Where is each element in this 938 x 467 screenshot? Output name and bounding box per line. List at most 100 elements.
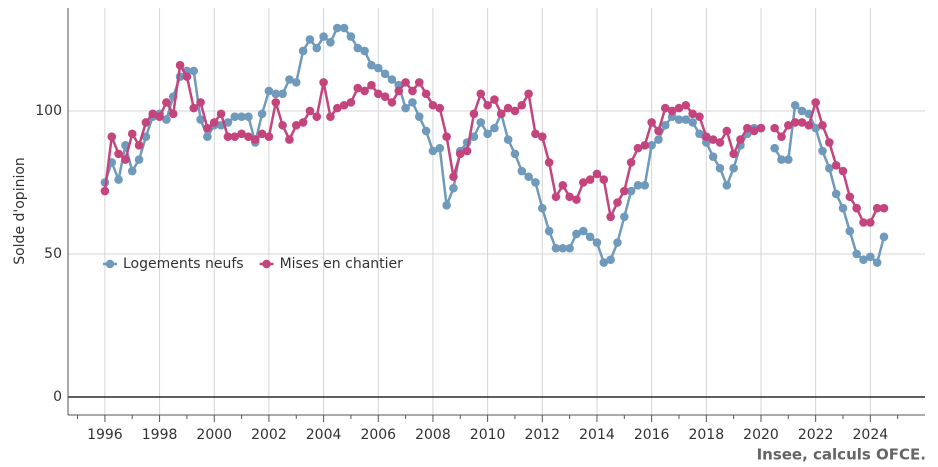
point — [633, 143, 643, 153]
point — [565, 243, 574, 253]
point — [599, 258, 609, 267]
x-tick-label: 2018 — [688, 427, 724, 443]
point — [346, 98, 356, 107]
point — [606, 212, 615, 222]
point — [162, 98, 171, 107]
point — [435, 103, 445, 113]
point — [790, 118, 800, 127]
point — [661, 103, 670, 113]
point — [544, 226, 554, 236]
point — [490, 123, 499, 133]
point — [285, 135, 294, 144]
point — [838, 166, 848, 176]
point — [619, 212, 629, 222]
point — [312, 43, 322, 53]
y-axis-label: Solde d'opinion — [12, 157, 28, 265]
point — [825, 163, 834, 173]
point — [244, 112, 253, 121]
point — [695, 112, 704, 121]
point — [414, 78, 424, 87]
point — [743, 123, 752, 133]
point — [209, 118, 219, 127]
point — [852, 249, 861, 259]
point — [626, 186, 636, 196]
point — [510, 149, 520, 159]
point — [531, 129, 540, 139]
point — [777, 132, 786, 142]
point — [838, 203, 848, 213]
point — [517, 100, 527, 110]
point — [127, 129, 137, 139]
point — [428, 100, 438, 110]
point — [551, 243, 561, 253]
point — [435, 143, 445, 153]
point — [661, 120, 670, 130]
point — [285, 75, 294, 84]
point — [455, 149, 465, 159]
point — [373, 63, 383, 73]
y-tick-label: 0 — [53, 389, 62, 405]
point — [380, 92, 390, 101]
point — [811, 123, 820, 133]
x-tick-label: 2012 — [524, 427, 560, 443]
point — [654, 135, 663, 144]
x-tick-label: 2002 — [251, 427, 287, 443]
legend-swatch — [262, 259, 271, 269]
point — [626, 158, 636, 167]
series-line — [103, 26, 886, 265]
point — [291, 78, 301, 87]
point — [818, 146, 827, 156]
point — [278, 89, 287, 99]
point — [613, 198, 622, 207]
point — [414, 112, 424, 121]
point — [531, 178, 540, 187]
point — [688, 109, 697, 119]
point — [606, 255, 615, 264]
point — [373, 89, 383, 99]
point — [360, 46, 369, 56]
point — [114, 175, 123, 184]
point — [428, 146, 438, 156]
point — [831, 189, 841, 199]
point — [107, 132, 117, 142]
point — [182, 72, 192, 81]
point — [134, 155, 144, 164]
x-tick-label: 2014 — [579, 427, 615, 443]
point — [825, 138, 834, 147]
point — [312, 112, 322, 121]
point — [722, 181, 732, 190]
point — [599, 175, 609, 184]
point — [332, 103, 342, 113]
point — [790, 100, 800, 110]
point — [777, 155, 786, 164]
point — [517, 166, 527, 176]
point — [859, 218, 868, 227]
point — [558, 181, 568, 190]
point — [305, 106, 315, 116]
point — [551, 192, 561, 202]
point — [797, 106, 807, 116]
point — [305, 35, 315, 44]
x-tick-label: 1998 — [142, 427, 178, 443]
point — [578, 178, 588, 187]
point — [127, 166, 137, 176]
point — [237, 129, 246, 139]
point — [114, 149, 123, 159]
point — [367, 80, 376, 90]
x-tick-label: 2004 — [306, 427, 342, 443]
point — [175, 60, 185, 70]
point — [408, 86, 417, 96]
point — [271, 89, 281, 99]
point — [715, 163, 725, 173]
point — [141, 132, 151, 142]
point — [394, 86, 404, 96]
point — [216, 109, 226, 119]
point — [852, 203, 861, 213]
point — [449, 183, 458, 193]
point — [421, 89, 431, 99]
point — [196, 115, 205, 124]
point — [715, 138, 725, 147]
point — [332, 23, 342, 33]
point — [442, 201, 451, 210]
